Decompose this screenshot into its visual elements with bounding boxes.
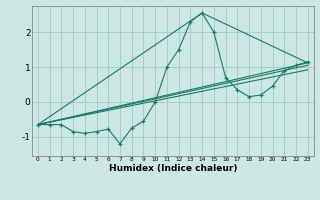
- X-axis label: Humidex (Indice chaleur): Humidex (Indice chaleur): [108, 164, 237, 173]
